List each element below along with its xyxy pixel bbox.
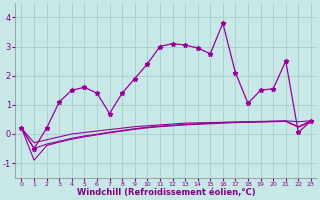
X-axis label: Windchill (Refroidissement éolien,°C): Windchill (Refroidissement éolien,°C) [77, 188, 256, 197]
